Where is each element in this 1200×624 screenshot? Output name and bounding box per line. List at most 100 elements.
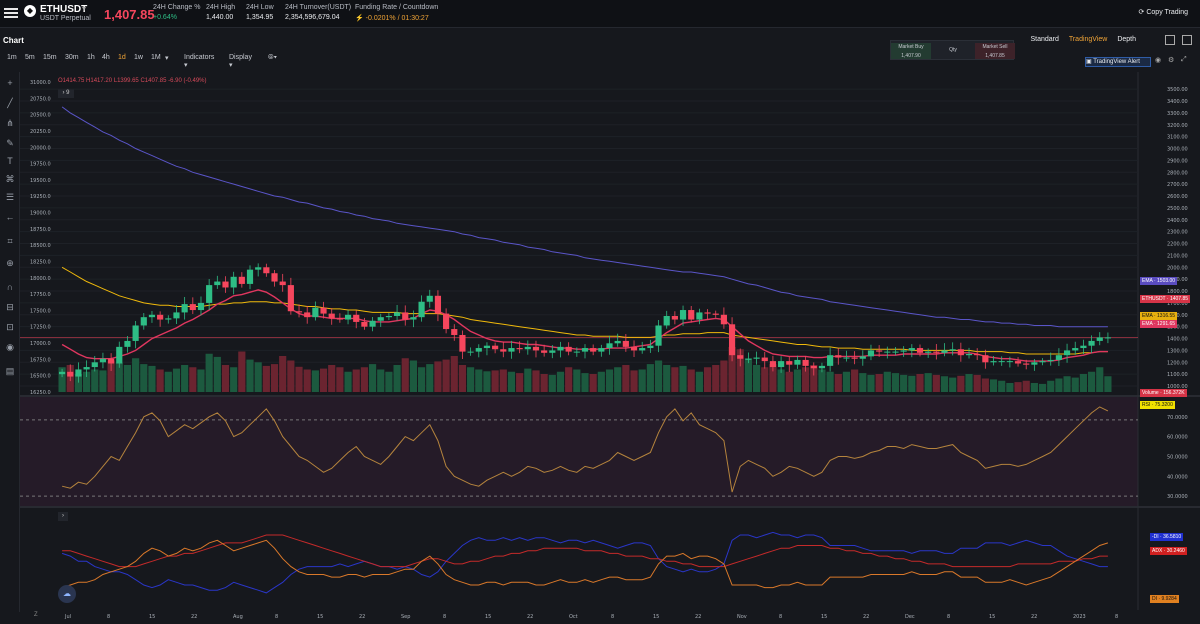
- volume-bar: [393, 365, 401, 392]
- tab-depth[interactable]: Depth: [1117, 36, 1136, 43]
- candle-body: [818, 365, 826, 369]
- tab-tradingview[interactable]: TradingView: [1068, 36, 1108, 43]
- volume-bar: [1104, 376, 1112, 392]
- lock-draw-icon[interactable]: ⊟: [6, 302, 14, 312]
- volume-bar: [360, 367, 368, 392]
- symbol-name[interactable]: ETHUSDT: [40, 4, 88, 15]
- candle-body: [769, 361, 777, 368]
- gear-icon[interactable]: ⚙: [1168, 57, 1175, 64]
- left-tick-label: 19250.0: [30, 194, 51, 200]
- tradingview-logo-icon[interactable]: ☁: [58, 585, 76, 603]
- tf-1M[interactable]: 1M: [151, 54, 161, 61]
- pattern-icon[interactable]: ⌘: [5, 174, 15, 184]
- tf-15m[interactable]: 15m: [43, 54, 57, 61]
- right-tick-label: 1400.00: [1167, 337, 1188, 343]
- zoom-icon[interactable]: ⊕: [6, 258, 14, 268]
- volume-bar: [319, 368, 328, 392]
- text-icon[interactable]: T: [7, 156, 13, 166]
- left-tick-label: 19750.0: [30, 162, 51, 168]
- left-tick-label: 31000.0: [30, 80, 51, 86]
- candle-body: [720, 314, 727, 325]
- volume-bar: [916, 374, 924, 392]
- volume-bar: [1055, 378, 1063, 392]
- candle-body: [647, 345, 654, 349]
- volume-bar: [74, 374, 83, 392]
- camera-icon[interactable]: ◉: [1155, 57, 1162, 64]
- candle-body: [1023, 363, 1030, 365]
- candle-body: [361, 321, 368, 327]
- tf-5m[interactable]: 5m: [25, 54, 35, 61]
- volume-bar: [891, 373, 900, 392]
- volume-bar: [998, 380, 1006, 392]
- candle-body: [606, 343, 613, 349]
- fib-icon[interactable]: ☰: [5, 192, 15, 202]
- tf-30m[interactable]: 30m: [65, 54, 79, 61]
- tradingview-alert-button[interactable]: ▣ TradingView Alert: [1085, 57, 1151, 67]
- rsi-tick-label: 70.0000: [1167, 415, 1188, 421]
- tf-1h[interactable]: 1h: [87, 54, 95, 61]
- candle-body: [851, 357, 858, 359]
- market-sell-button[interactable]: Market Sell 1,407.85: [975, 43, 1015, 59]
- rsi-collapse-button[interactable]: ›: [58, 399, 68, 408]
- rsi-tick-label: 30.0000: [1167, 494, 1188, 500]
- tf-1m[interactable]: 1m: [7, 54, 17, 61]
- indicators-menu[interactable]: Indicators ▾: [184, 54, 215, 69]
- left-tick-label: 18000.0: [30, 276, 51, 282]
- dmi-collapse-button[interactable]: ›: [58, 512, 68, 521]
- market-buy-button[interactable]: Market Buy 1,407.90: [891, 43, 931, 59]
- volume-bar: [148, 365, 156, 392]
- eye-icon[interactable]: ◉: [6, 342, 14, 352]
- fullscreen-icon[interactable]: [1182, 35, 1192, 45]
- candle-body: [982, 355, 989, 363]
- stat-high: 24H High 1,440.00: [206, 4, 236, 21]
- tf-1d[interactable]: 1d: [118, 54, 126, 61]
- trash-icon[interactable]: ▤: [5, 366, 15, 376]
- menu-icon[interactable]: [4, 6, 18, 20]
- candle-body: [916, 348, 924, 353]
- crosshair-icon[interactable]: +: [7, 78, 13, 88]
- expand-icon[interactable]: ⤢: [1181, 56, 1187, 63]
- candle-body: [679, 310, 687, 320]
- lock-icon[interactable]: ⊡: [6, 322, 14, 332]
- right-tick-label: 2700.00: [1167, 182, 1188, 188]
- indicator-collapse-button[interactable]: › 9: [58, 89, 74, 98]
- display-menu[interactable]: Display ▾: [229, 54, 252, 69]
- volume-bar: [540, 374, 548, 392]
- candle-body: [541, 350, 548, 353]
- ema-slow-line: [61, 106, 1108, 328]
- right-tick-label: 1200.00: [1167, 360, 1188, 366]
- ruler-icon[interactable]: ⌗: [7, 236, 13, 246]
- volume-bar: [1079, 374, 1087, 392]
- di-minus-badge: -DI · 36.5810: [1150, 533, 1184, 541]
- candle-body: [573, 351, 580, 353]
- x-tick-label: 8: [107, 614, 110, 620]
- tf-1w[interactable]: 1w: [134, 54, 143, 61]
- fork-icon[interactable]: ⋔: [6, 118, 14, 128]
- brush-icon[interactable]: ✎: [6, 138, 14, 148]
- magnet-icon[interactable]: ∩: [6, 282, 14, 292]
- stat-funding: Funding Rate / Countdown ⚡ -0.0201% / 01:…: [355, 4, 439, 22]
- candle-body: [843, 357, 850, 359]
- tf-4h[interactable]: 4h: [102, 54, 110, 61]
- chevron-down-icon[interactable]: ▾: [82, 4, 87, 13]
- volume-bar: [172, 368, 181, 392]
- volume-bar: [140, 364, 148, 392]
- copy-trading-button[interactable]: ⟳ Copy Trading: [1138, 9, 1188, 16]
- qty-field[interactable]: Qty: [949, 47, 957, 53]
- layout-icon[interactable]: [1165, 35, 1175, 45]
- candle-body: [369, 320, 376, 327]
- candle-body: [59, 371, 66, 375]
- chevron-down-icon[interactable]: ▾: [165, 55, 169, 62]
- x-tick-label: 15: [989, 614, 995, 620]
- candle-body: [230, 276, 237, 288]
- trendline-icon[interactable]: ╱: [7, 98, 13, 108]
- volume-bar: [230, 367, 238, 392]
- x-tick-label: Jul: [64, 614, 71, 620]
- rsi-line: [61, 406, 1109, 493]
- back-arrow-icon[interactable]: ←: [5, 212, 15, 222]
- settings-icon[interactable]: ⦾▾: [268, 54, 278, 61]
- tab-standard[interactable]: Standard: [1030, 36, 1059, 43]
- timezone-icon[interactable]: Z: [34, 612, 38, 618]
- candle-body: [835, 355, 842, 358]
